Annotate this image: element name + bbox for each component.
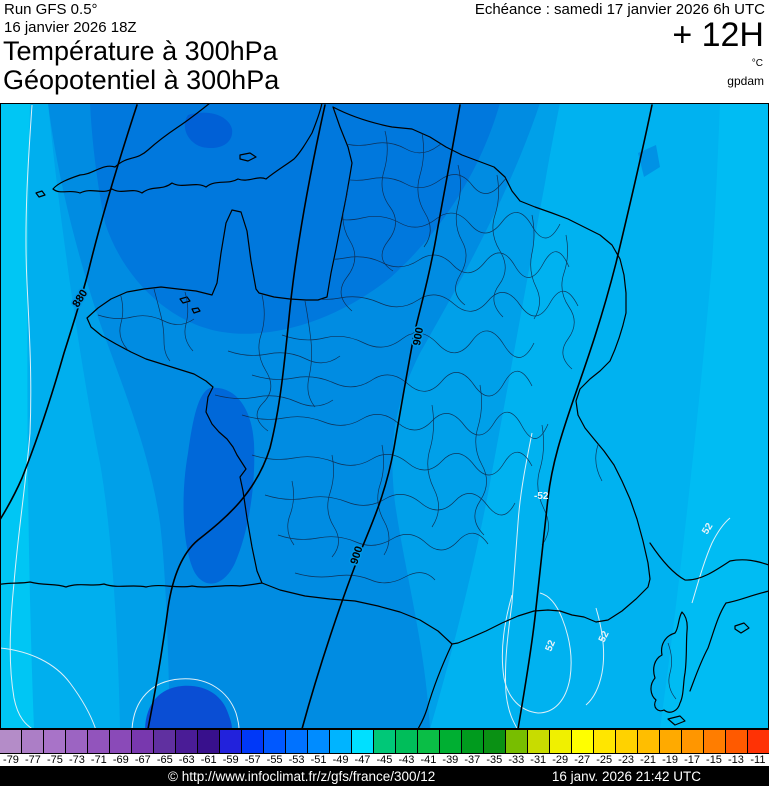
colorbar-cell (330, 730, 352, 753)
colorbar-cell (484, 730, 506, 753)
geopotential-unit-label: gpdam (727, 74, 764, 88)
colorbar-tick: -79 (3, 754, 19, 766)
colorbar-cell (286, 730, 308, 753)
valid-time-label: Echéance : samedi 17 janvier 2026 6h UTC (474, 1, 765, 18)
colorbar-cell (594, 730, 616, 753)
colorbar-tick: -69 (112, 754, 129, 766)
forecast-step-label: + 12H (672, 16, 764, 54)
colorbar-cell (682, 730, 704, 753)
run-model-label: Run GFS 0.5° (4, 1, 98, 18)
colorbar-cell (44, 730, 66, 753)
colorbar-tick: -63 (178, 754, 195, 766)
colorbar-cell (88, 730, 110, 753)
temperature-label-52-center: -52 (534, 491, 549, 502)
colorbar-tick: -31 (530, 754, 547, 766)
geopotential-label-900-north: 900 (411, 326, 426, 346)
colorbar-cell (22, 730, 44, 753)
colorbar-tick: -77 (25, 754, 41, 766)
colorbar-cell (264, 730, 286, 753)
header: Run GFS 0.5° 16 janvier 2026 18Z Tempéra… (0, 0, 769, 103)
colorbar-tick: -21 (640, 754, 657, 766)
colorbar-cell (704, 730, 726, 753)
colorbar-tick: -45 (376, 754, 393, 766)
colorbar-cell (660, 730, 682, 753)
colorbar-tick: -27 (574, 754, 591, 766)
colorbar-cell (440, 730, 462, 753)
colorbar-tick: -71 (90, 754, 107, 766)
map-title-geopotential: Géopotentiel à 300hPa (3, 65, 280, 95)
colorbar-cell (528, 730, 550, 753)
colorbar-cell (110, 730, 132, 753)
colorbar-cell (0, 730, 22, 753)
corsica-department-border (667, 642, 677, 700)
colorbar-cell (308, 730, 330, 753)
colorbar-tick: -39 (442, 754, 459, 766)
colorbar-cell (374, 730, 396, 753)
map-title-temperature: Température à 300hPa (3, 36, 278, 66)
colorbar-cell (726, 730, 748, 753)
colorbar-tick: -15 (706, 754, 722, 766)
temperature-label-52-gulf: 52 (544, 638, 559, 653)
generation-timestamp: 16 janv. 2026 21:42 UTC (551, 768, 701, 784)
colorbar-cell (352, 730, 374, 753)
colorbar-tick: -47 (354, 754, 371, 766)
colorbar-tick: -11 (750, 754, 766, 766)
colorbar-tick: -53 (288, 754, 305, 766)
colorbar-cell (638, 730, 660, 753)
colorbar-tick: -61 (200, 754, 217, 766)
colorbar-tick: -23 (618, 754, 635, 766)
colorbar-tick: -55 (266, 754, 283, 766)
colorbar-tick: -57 (244, 754, 261, 766)
colorbar-cell (396, 730, 418, 753)
copyright-url[interactable]: © http://www.infoclimat.fr/z/gfs/france/… (168, 768, 436, 784)
colorbar-tick: -59 (222, 754, 239, 766)
colorbar-tick: -67 (134, 754, 151, 766)
colorbar-tick: -17 (684, 754, 700, 766)
colorbar-cell (616, 730, 638, 753)
colorbar-cell (66, 730, 88, 753)
colorbar-cell (176, 730, 198, 753)
colorbar-cell (506, 730, 528, 753)
colorbar-cells (0, 729, 769, 754)
map-image: 880 900 900 -52 52 52 52 (0, 102, 769, 731)
colorbar-cell (550, 730, 572, 753)
colorbar-tick: -19 (662, 754, 678, 766)
footer-bar: © http://www.infoclimat.fr/z/gfs/france/… (0, 766, 769, 786)
colorbar-tick: -13 (728, 754, 744, 766)
colorbar-tick: -35 (486, 754, 503, 766)
run-date-label: 16 janvier 2026 18Z (4, 19, 137, 36)
geopotential-contours (0, 104, 653, 730)
colorbar-cell (748, 730, 769, 753)
colorbar-tick: -73 (68, 754, 85, 766)
colorbar-cell (220, 730, 242, 753)
map-area: 880 900 900 -52 52 52 52 (0, 102, 769, 731)
colorbar-cell (572, 730, 594, 753)
colorbar-tick: -49 (332, 754, 349, 766)
colorbar-cell (198, 730, 220, 753)
colorbar-tick-labels: -79 -77 -75 -73 -71 -69 -67 -65 -63 -61 -59 -57 -55-… (0, 754, 769, 766)
colorbar-cell (462, 730, 484, 753)
colorbar-tick: -41 (420, 754, 437, 766)
colorbar-tick: -29 (552, 754, 569, 766)
colorbar-tick: -75 (46, 754, 63, 766)
colorbar-cell (418, 730, 440, 753)
colorbar-tick: -25 (596, 754, 613, 766)
colorbar-tick: -51 (310, 754, 327, 766)
temperature-unit-label: °C (751, 58, 763, 69)
colorbar-tick: -43 (398, 754, 415, 766)
colorbar-tick: -65 (156, 754, 173, 766)
temperature-label-52-east: 52 (597, 629, 612, 644)
colorbar-tick: -37 (464, 754, 481, 766)
colorbar-tick: -33 (508, 754, 525, 766)
colorbar-cell (132, 730, 154, 753)
department-borders (97, 130, 603, 584)
colorbar-cell (242, 730, 264, 753)
coastlines (0, 102, 769, 730)
colorbar-cell (154, 730, 176, 753)
temperature-contours (0, 104, 731, 731)
